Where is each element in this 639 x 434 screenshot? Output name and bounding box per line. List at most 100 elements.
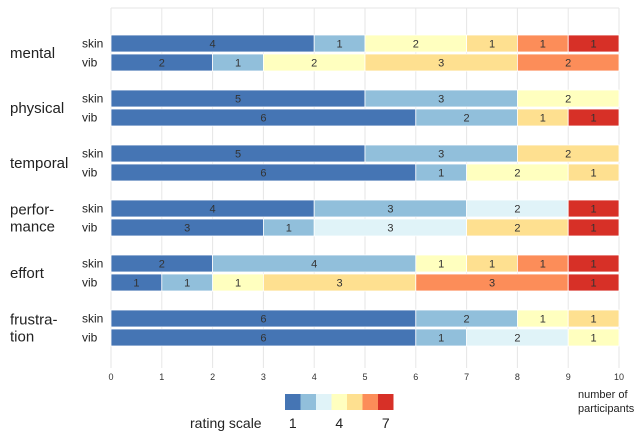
- category-label-line: temporal: [10, 155, 68, 172]
- segment-count-label: 1: [286, 223, 292, 235]
- bar-segment: [567, 218, 620, 237]
- bar-segment: [567, 108, 620, 127]
- segment-count-label: 1: [591, 314, 597, 326]
- category-label-line: mance: [10, 219, 55, 236]
- x-tick-label: 6: [413, 372, 418, 382]
- bar-segment: [567, 163, 620, 182]
- segment-count-label: 3: [184, 223, 190, 235]
- category-label: temporal: [10, 155, 68, 172]
- segment-count-label: 5: [235, 149, 241, 161]
- row-label: skin: [82, 92, 103, 106]
- legend-label: 7: [382, 415, 390, 431]
- x-axis-title-line: participants: [578, 403, 635, 415]
- segment-count-label: 1: [540, 314, 546, 326]
- legend-swatch: [331, 394, 347, 410]
- segment-count-label: 1: [591, 278, 597, 290]
- segment-count-label: 3: [489, 278, 495, 290]
- row-label: skin: [82, 37, 103, 51]
- segment-count-label: 3: [438, 149, 444, 161]
- row-label: vib: [82, 331, 98, 345]
- segment-count-label: 1: [489, 259, 495, 271]
- segment-count-label: 6: [260, 314, 266, 326]
- row-label: skin: [82, 257, 103, 271]
- segment-count-label: 1: [540, 113, 546, 125]
- category-label-line: frustra-: [10, 312, 58, 329]
- segment-count-label: 2: [514, 223, 520, 235]
- x-tick-label: 3: [261, 372, 266, 382]
- row-label: vib: [82, 166, 98, 180]
- category-label-line: effort: [10, 265, 45, 282]
- segment-count-label: 2: [413, 39, 419, 51]
- segment-count-label: 6: [260, 168, 266, 180]
- segment-count-label: 2: [464, 314, 470, 326]
- legend-label: 1: [289, 415, 297, 431]
- segment-count-label: 1: [591, 333, 597, 345]
- bar-segment: [567, 199, 620, 218]
- row-label: vib: [82, 56, 98, 70]
- segment-count-label: 1: [591, 168, 597, 180]
- legend-swatch: [378, 394, 394, 410]
- category-label-line: physical: [10, 100, 64, 117]
- segment-count-label: 2: [159, 259, 165, 271]
- segment-count-label: 4: [210, 39, 216, 51]
- segment-count-label: 3: [337, 278, 343, 290]
- bar-segment: [567, 328, 620, 347]
- segment-count-label: 1: [438, 259, 444, 271]
- x-tick-label: 1: [159, 372, 164, 382]
- row-label: skin: [82, 312, 103, 326]
- row-label: vib: [82, 111, 98, 125]
- segment-count-label: 1: [591, 39, 597, 51]
- segment-count-label: 6: [260, 113, 266, 125]
- bar-segment: [517, 144, 620, 163]
- category-label: effort: [10, 265, 45, 282]
- segment-count-label: 3: [387, 204, 393, 216]
- x-tick-label: 5: [362, 372, 367, 382]
- segment-count-label: 1: [133, 278, 139, 290]
- row-label: skin: [82, 147, 103, 161]
- segment-count-label: 1: [438, 333, 444, 345]
- segment-count-label: 1: [184, 278, 190, 290]
- segment-count-label: 3: [438, 94, 444, 106]
- segment-count-label: 1: [591, 113, 597, 125]
- segment-count-label: 2: [565, 94, 571, 106]
- x-axis-title-line: number of: [578, 389, 628, 401]
- category-label: perfor-mance: [10, 202, 55, 236]
- row-label: vib: [82, 276, 98, 290]
- x-tick-label: 0: [108, 372, 113, 382]
- segment-count-label: 3: [387, 223, 393, 235]
- row-label: vib: [82, 221, 98, 235]
- x-tick-label: 8: [515, 372, 520, 382]
- bar-segment: [517, 53, 620, 72]
- category-label-line: tion: [10, 329, 34, 346]
- segment-count-label: 1: [489, 39, 495, 51]
- x-tick-label: 9: [566, 372, 571, 382]
- segment-count-label: 1: [591, 204, 597, 216]
- legend-swatch: [285, 394, 301, 410]
- bar-segment: [567, 273, 620, 292]
- bar-segment: [567, 34, 620, 53]
- segment-count-label: 1: [540, 39, 546, 51]
- segment-count-label: 1: [591, 259, 597, 271]
- segment-count-label: 1: [438, 168, 444, 180]
- segment-count-label: 6: [260, 333, 266, 345]
- segment-count-label: 1: [591, 223, 597, 235]
- bar-segment: [517, 89, 620, 108]
- legend-swatch: [347, 394, 363, 410]
- x-axis-title: number of participants: [578, 389, 635, 415]
- segment-count-label: 4: [311, 259, 317, 271]
- category-label-line: mental: [10, 45, 55, 62]
- segment-count-label: 2: [514, 168, 520, 180]
- legend-title: rating scale: [190, 415, 262, 431]
- category-label: frustra-tion: [10, 312, 58, 346]
- segment-count-label: 2: [514, 333, 520, 345]
- x-tick-label: 4: [312, 372, 317, 382]
- category-label: mental: [10, 45, 55, 62]
- segment-count-label: 1: [235, 58, 241, 70]
- x-axis: 0 1 2 3 4 5 6 7 8 9 10 number of participants: [108, 372, 634, 415]
- legend-swatch: [300, 394, 316, 410]
- segment-count-label: 2: [311, 58, 317, 70]
- segment-count-label: 1: [540, 259, 546, 271]
- segment-count-label: 2: [565, 149, 571, 161]
- category-labels: skin vib mental skin vib physical skin vib tempo…: [10, 37, 103, 346]
